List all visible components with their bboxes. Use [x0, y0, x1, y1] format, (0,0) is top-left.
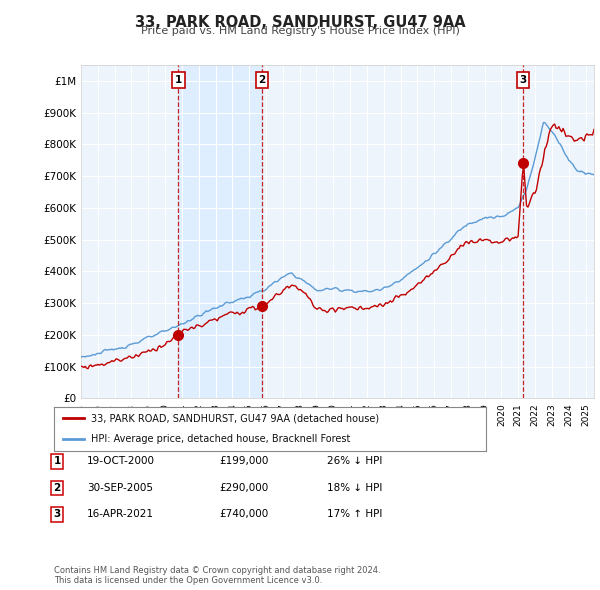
Text: 18% ↓ HPI: 18% ↓ HPI [327, 483, 382, 493]
Text: 17% ↑ HPI: 17% ↑ HPI [327, 510, 382, 519]
Text: £740,000: £740,000 [219, 510, 268, 519]
Text: 26% ↓ HPI: 26% ↓ HPI [327, 457, 382, 466]
Text: 33, PARK ROAD, SANDHURST, GU47 9AA: 33, PARK ROAD, SANDHURST, GU47 9AA [134, 15, 466, 30]
Text: 16-APR-2021: 16-APR-2021 [87, 510, 154, 519]
Text: 1: 1 [53, 457, 61, 466]
Text: 3: 3 [53, 510, 61, 519]
Text: 33, PARK ROAD, SANDHURST, GU47 9AA (detached house): 33, PARK ROAD, SANDHURST, GU47 9AA (deta… [91, 413, 379, 423]
Text: 2: 2 [53, 483, 61, 493]
Bar [178, 65, 262, 398]
Text: Price paid vs. HM Land Registry's House Price Index (HPI): Price paid vs. HM Land Registry's House … [140, 26, 460, 36]
Text: 30-SEP-2005: 30-SEP-2005 [87, 483, 153, 493]
Text: £199,000: £199,000 [219, 457, 268, 466]
Text: Contains HM Land Registry data © Crown copyright and database right 2024.
This d: Contains HM Land Registry data © Crown c… [54, 566, 380, 585]
Text: 19-OCT-2000: 19-OCT-2000 [87, 457, 155, 466]
Text: 2: 2 [258, 75, 265, 85]
Text: 1: 1 [175, 75, 182, 85]
Text: £290,000: £290,000 [219, 483, 268, 493]
Text: 3: 3 [520, 75, 527, 85]
Text: HPI: Average price, detached house, Bracknell Forest: HPI: Average price, detached house, Brac… [91, 434, 350, 444]
